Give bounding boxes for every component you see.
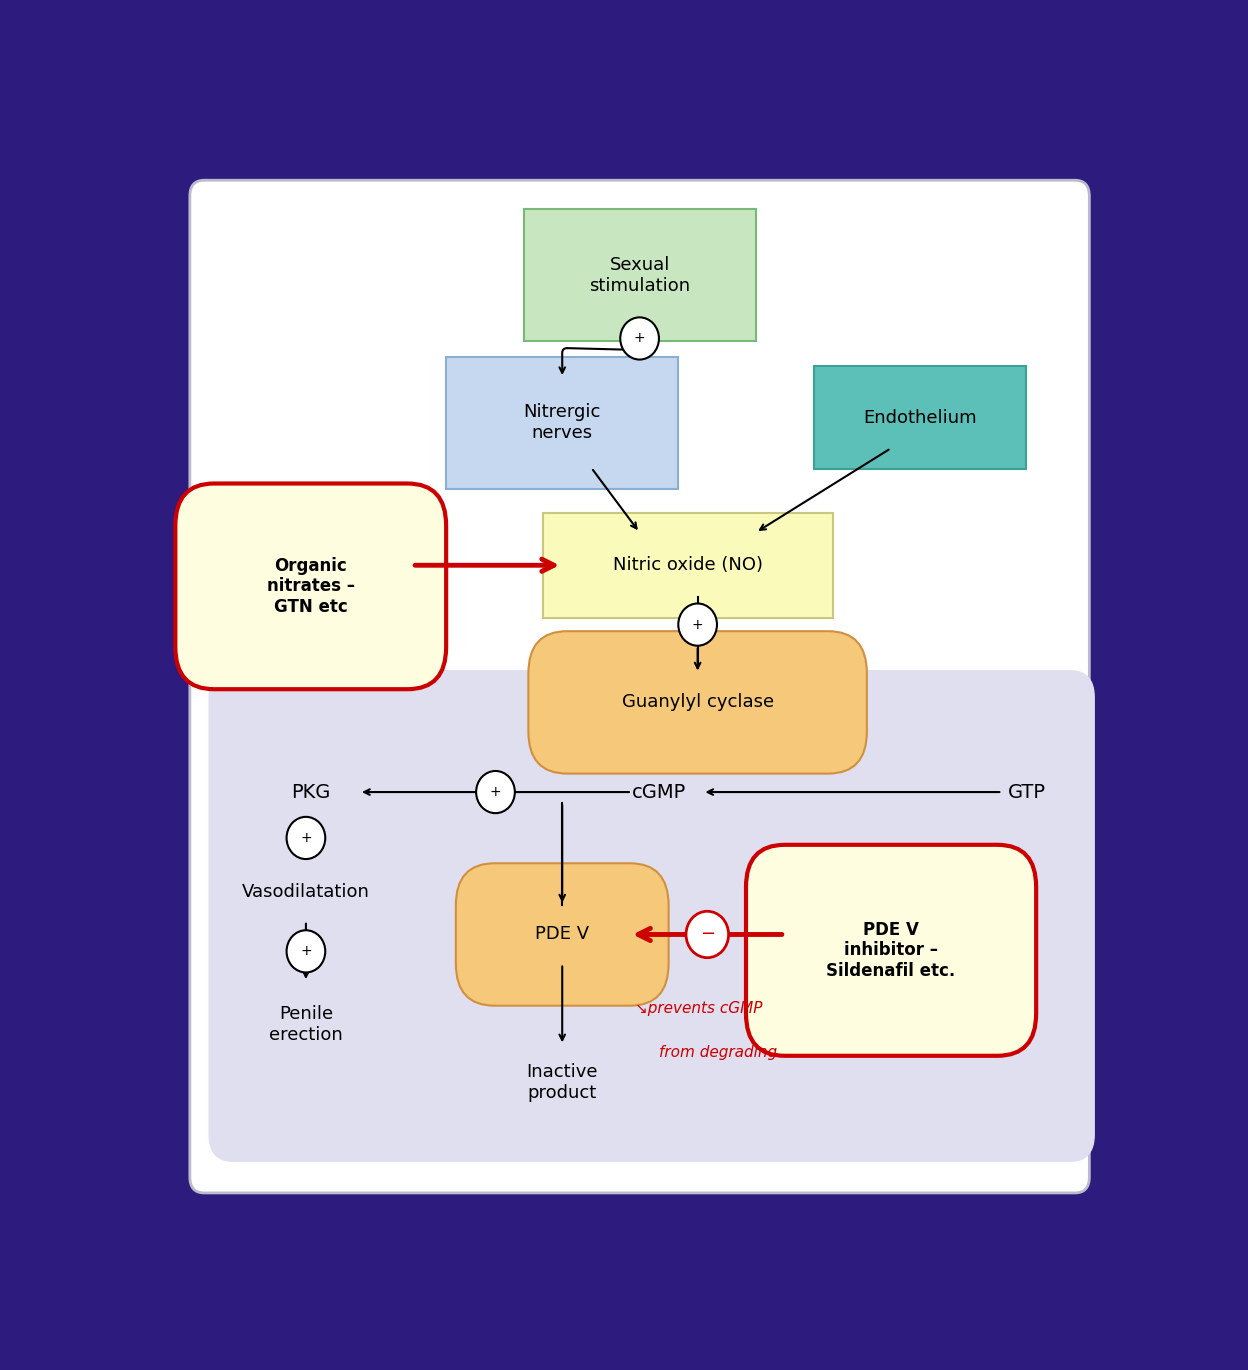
Text: −: − [700, 926, 715, 944]
Text: Vasodilatation: Vasodilatation [242, 884, 369, 901]
Circle shape [477, 771, 515, 814]
Text: Guanylyl cyclase: Guanylyl cyclase [622, 693, 774, 711]
Circle shape [620, 318, 659, 359]
FancyBboxPatch shape [210, 671, 1094, 1162]
Text: Penile
erection: Penile erection [270, 1004, 343, 1044]
Circle shape [287, 930, 326, 973]
Text: ↘prevents cGMP: ↘prevents cGMP [635, 1001, 763, 1015]
Text: GTP: GTP [1007, 782, 1046, 801]
Text: Endothelium: Endothelium [864, 408, 977, 426]
FancyBboxPatch shape [814, 366, 1026, 470]
FancyBboxPatch shape [528, 632, 867, 774]
Text: +: + [691, 618, 704, 632]
Text: +: + [489, 785, 502, 799]
FancyBboxPatch shape [190, 181, 1090, 1193]
FancyBboxPatch shape [524, 210, 755, 341]
Text: +: + [634, 332, 645, 345]
FancyBboxPatch shape [447, 358, 678, 489]
Circle shape [686, 911, 729, 958]
Text: PDE V
inhibitor –
Sildenafil etc.: PDE V inhibitor – Sildenafil etc. [826, 921, 956, 980]
Text: PDE V: PDE V [535, 926, 589, 944]
FancyBboxPatch shape [175, 484, 447, 689]
Text: Sexual
stimulation: Sexual stimulation [589, 256, 690, 295]
Text: Organic
nitrates –
GTN etc: Organic nitrates – GTN etc [267, 556, 354, 616]
Circle shape [679, 604, 718, 645]
Circle shape [287, 817, 326, 859]
Text: +: + [300, 944, 312, 959]
Text: from degrading: from degrading [659, 1045, 778, 1060]
Text: PKG: PKG [291, 782, 331, 801]
Text: Nitric oxide (NO): Nitric oxide (NO) [613, 556, 763, 574]
Text: Nitrergic
nerves: Nitrergic nerves [524, 403, 600, 443]
Text: +: + [300, 832, 312, 845]
FancyBboxPatch shape [746, 845, 1036, 1056]
FancyBboxPatch shape [543, 512, 834, 618]
Text: cGMP: cGMP [631, 782, 686, 801]
Text: Inactive
product: Inactive product [527, 1063, 598, 1101]
FancyBboxPatch shape [456, 863, 669, 1006]
